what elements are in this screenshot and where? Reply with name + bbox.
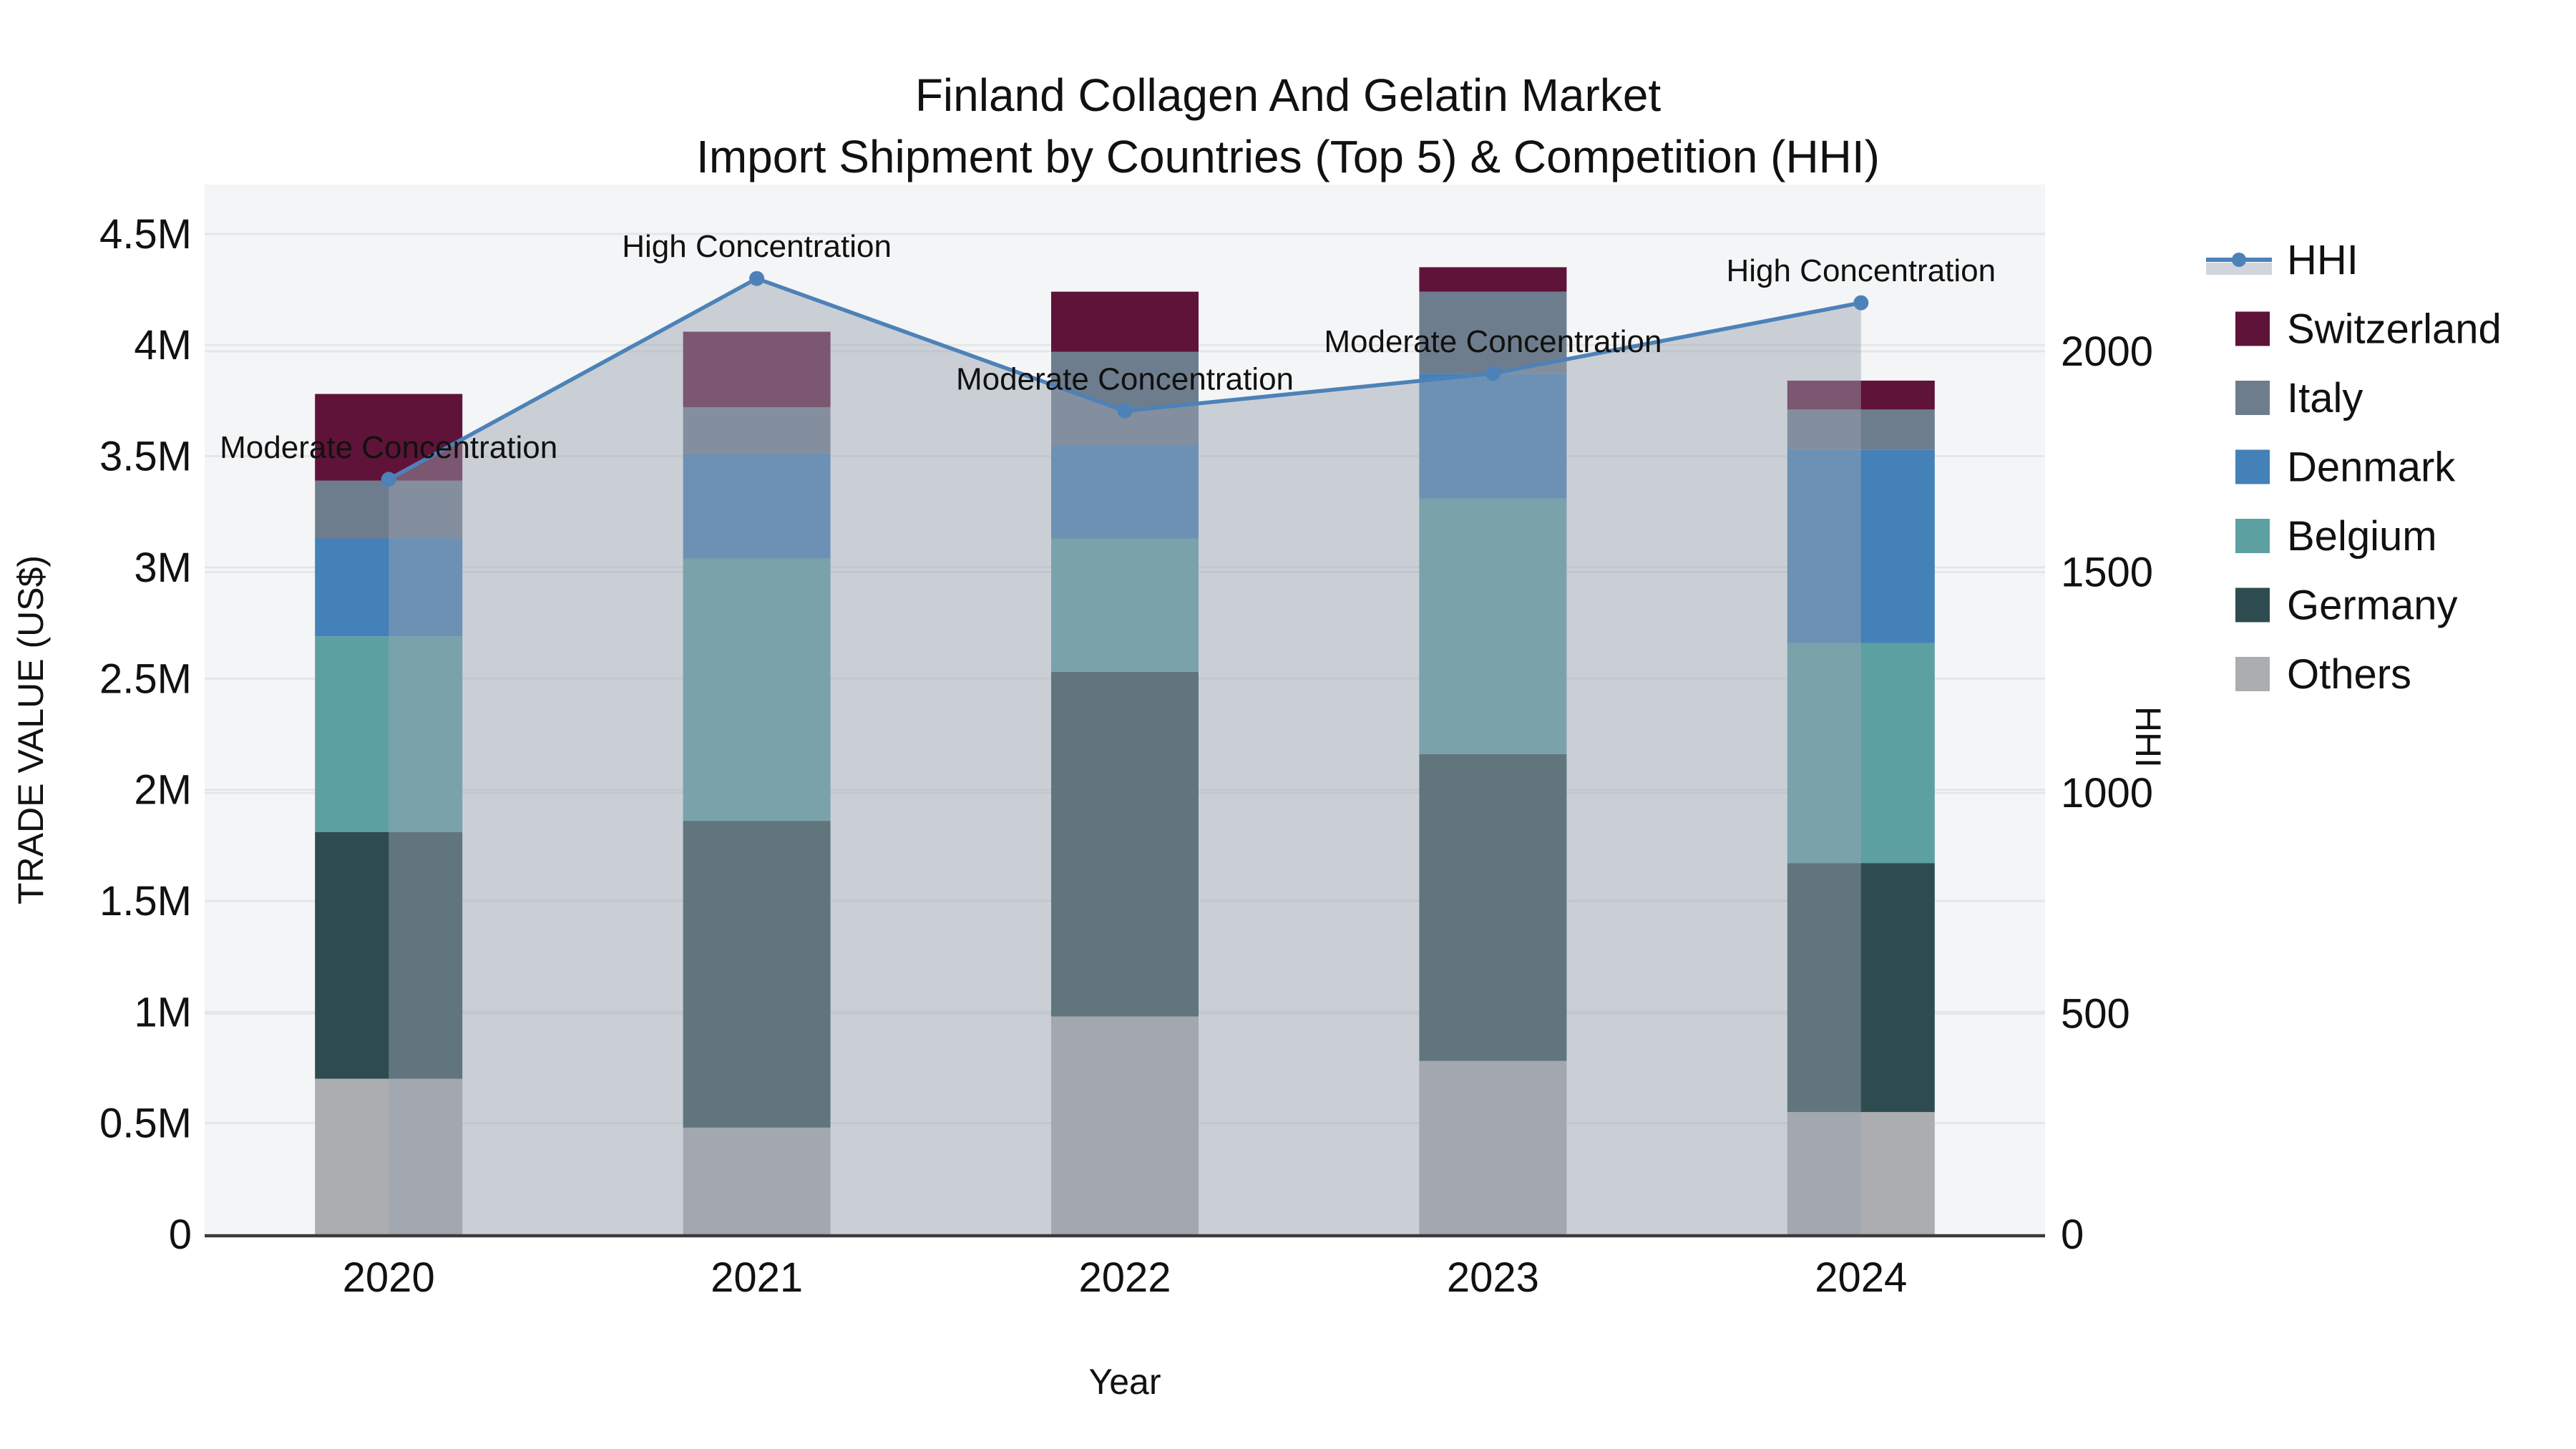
y-right-tick-label: 1500 (2061, 550, 2153, 596)
y-left-tick-label: 1.5M (99, 878, 192, 924)
y-left-axis-title: TRADE VALUE (US$) (11, 555, 51, 904)
bar-segment-denmark-2023[interactable] (1419, 374, 1567, 499)
x-tick-label-2020: 2020 (343, 1254, 435, 1301)
hhi-point-2020[interactable] (381, 472, 396, 487)
hhi-point-2023[interactable] (1485, 366, 1501, 381)
bar-segment-belgium-2021[interactable] (683, 558, 831, 821)
bar-segment-switzerland-2022[interactable] (1051, 291, 1199, 352)
y-left-tick-label: 3.5M (99, 434, 192, 480)
bar-segment-germany-2021[interactable] (683, 821, 831, 1128)
x-tick-label-2022: 2022 (1078, 1254, 1171, 1301)
bar-segment-belgium-2022[interactable] (1051, 538, 1199, 672)
bar-segment-others-2022[interactable] (1051, 1016, 1199, 1234)
hhi-point-2022[interactable] (1117, 403, 1133, 419)
bar-segment-italy-2024[interactable] (1787, 409, 1935, 450)
legend-swatch-switzerland (2235, 311, 2270, 346)
bar-segment-germany-2024[interactable] (1787, 863, 1935, 1113)
hhi-point-2024[interactable] (1853, 295, 1869, 311)
legend-item-denmark[interactable]: Denmark (2235, 444, 2456, 491)
bar-segment-denmark-2022[interactable] (1051, 445, 1199, 539)
legend-label-italy: Italy (2287, 375, 2363, 421)
hhi-annotations: Moderate Concentration High Concentration… (220, 229, 1996, 465)
hhi-annotation-2020: Moderate Concentration (220, 430, 557, 465)
bar-segment-denmark-2020[interactable] (315, 538, 463, 637)
x-tick-label-2024: 2024 (1815, 1254, 1907, 1301)
bar-segment-italy-2023[interactable] (1419, 291, 1567, 374)
y-right-axis-title: HHI (2128, 706, 2168, 768)
y-right-tick-label: 1000 (2061, 770, 2153, 816)
legend-hhi-fill-swatch (2206, 263, 2272, 275)
legend-label-belgium: Belgium (2287, 513, 2437, 560)
legend-item-italy[interactable]: Italy (2235, 375, 2363, 421)
hhi-point-2021[interactable] (749, 270, 765, 286)
hhi-area-fill-shape (389, 278, 1861, 1234)
legend-swatch-germany (2235, 587, 2270, 623)
hhi-annotation-2021: High Concentration (622, 229, 892, 264)
hhi-line (381, 270, 1869, 487)
stacked-bars (315, 267, 1935, 1234)
legend-swatch-italy (2235, 381, 2270, 415)
bar-segment-belgium-2020[interactable] (315, 636, 463, 832)
legend-item-belgium[interactable]: Belgium (2235, 513, 2437, 560)
tick-labels: 0 0.5M 1M 1.5M 2M 2.5M 3M 3.5M 4M 4.5M 0 500 1000 150… (99, 211, 2153, 1301)
legend-label-germany: Germany (2287, 582, 2458, 629)
bar-segment-switzerland-2023[interactable] (1419, 267, 1567, 292)
bar-segment-denmark-2024[interactable] (1787, 449, 1935, 643)
y-left-tick-label: 2M (134, 767, 192, 814)
chart-title-line1: Finland Collagen And Gelatin Market (915, 69, 1662, 121)
y-left-tick-label: 4M (134, 322, 192, 369)
bar-segment-italy-2021[interactable] (683, 407, 831, 454)
legend-item-germany[interactable]: Germany (2235, 582, 2458, 629)
bar-segment-switzerland-2020[interactable] (315, 394, 463, 481)
bar-segment-germany-2020[interactable] (315, 831, 463, 1079)
y-left-tick-label: 3M (134, 545, 192, 591)
y-right-tick-label: 500 (2061, 991, 2130, 1038)
hhi-annotation-2023: Moderate Concentration (1324, 324, 1662, 359)
bar-segment-italy-2022[interactable] (1051, 351, 1199, 446)
legend-hhi-marker (2232, 253, 2246, 267)
hhi-annotation-2024: High Concentration (1726, 253, 1996, 288)
y-left-tick-label: 0.5M (99, 1101, 192, 1147)
x-tick-label-2021: 2021 (711, 1254, 803, 1301)
bar-segment-others-2023[interactable] (1419, 1060, 1567, 1234)
legend-swatch-denmark (2235, 449, 2270, 484)
bar-segment-italy-2020[interactable] (315, 480, 463, 539)
chart-title-line2: Import Shipment by Countries (Top 5) & C… (696, 131, 1880, 182)
y-right-tick-label: 2000 (2061, 328, 2153, 375)
y-right-tick-label: 0 (2061, 1211, 2084, 1258)
bar-segment-denmark-2021[interactable] (683, 454, 831, 559)
y-left-tick-label: 1M (134, 989, 192, 1035)
legend-swatch-others (2235, 657, 2270, 691)
legend: HHI Switzerland Italy Denmark Belgium Germany… (2206, 237, 2502, 698)
y-left-tick-label: 4.5M (99, 211, 192, 258)
bar-segment-switzerland-2024[interactable] (1787, 380, 1935, 410)
legend-label-denmark: Denmark (2287, 444, 2456, 491)
x-axis-title: Year (1088, 1362, 1161, 1402)
bar-segment-others-2021[interactable] (683, 1127, 831, 1234)
legend-item-hhi[interactable]: HHI (2206, 237, 2358, 283)
legend-swatch-belgium (2235, 519, 2270, 553)
bar-segment-belgium-2024[interactable] (1787, 643, 1935, 864)
legend-item-switzerland[interactable]: Switzerland (2235, 306, 2502, 353)
legend-item-others[interactable]: Others (2235, 651, 2411, 698)
bar-segment-germany-2022[interactable] (1051, 671, 1199, 1017)
x-tick-label-2023: 2023 (1447, 1254, 1539, 1301)
y-left-tick-label: 0 (169, 1211, 192, 1258)
legend-label-others: Others (2287, 651, 2411, 698)
legend-label-switzerland: Switzerland (2287, 306, 2502, 353)
hhi-annotation-2022: Moderate Concentration (956, 361, 1294, 396)
hhi-area-fill (389, 278, 1861, 1234)
bar-segment-others-2024[interactable] (1787, 1112, 1935, 1234)
legend-label-hhi: HHI (2287, 237, 2358, 283)
bar-segment-switzerland-2021[interactable] (683, 331, 831, 408)
bar-segment-germany-2023[interactable] (1419, 753, 1567, 1061)
bar-segment-belgium-2023[interactable] (1419, 498, 1567, 754)
bar-segment-others-2020[interactable] (315, 1078, 463, 1234)
y-left-tick-label: 2.5M (99, 655, 192, 702)
